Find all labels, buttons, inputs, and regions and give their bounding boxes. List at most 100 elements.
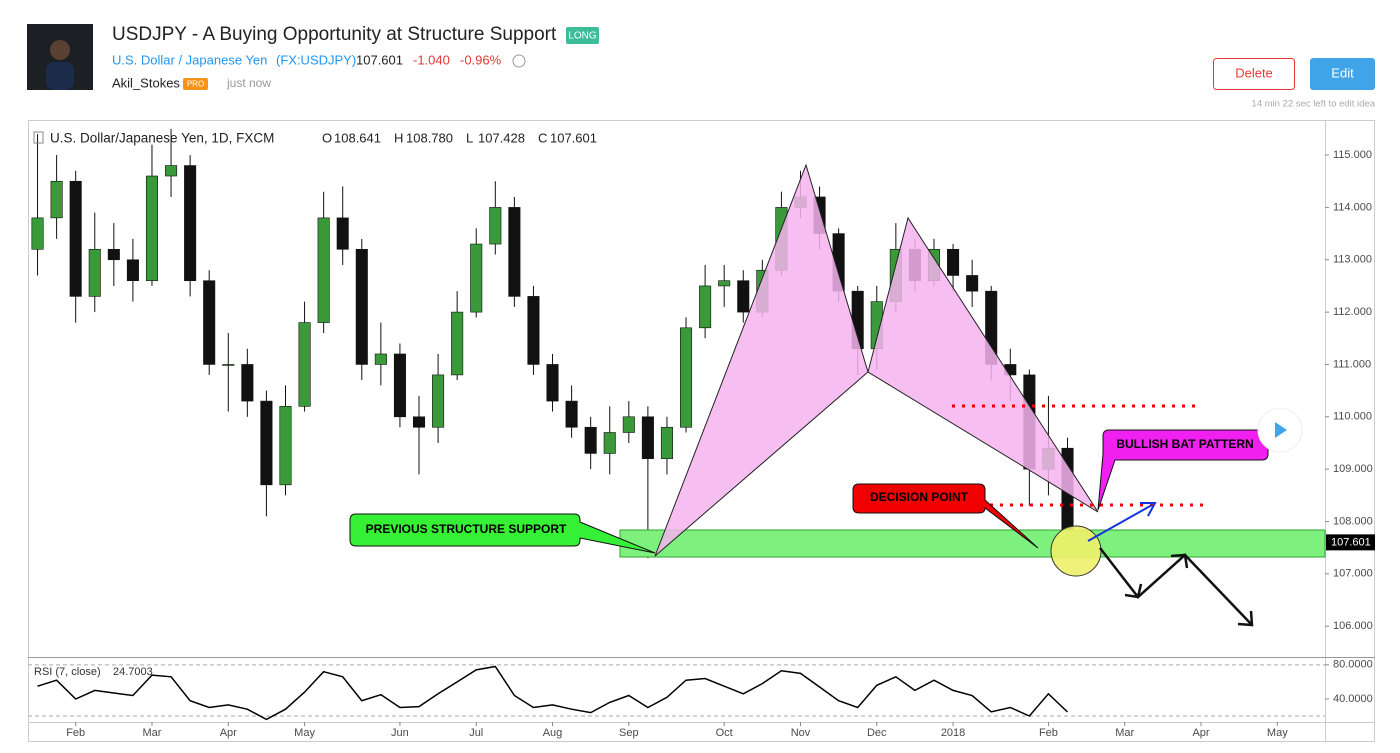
legend-toggle[interactable] (33, 131, 44, 144)
x-tick-label: May (294, 727, 315, 739)
y-tick-label: 113.000 (1333, 254, 1372, 266)
candle-body (145, 175, 159, 281)
ohlc-value: 107.601 (550, 130, 597, 145)
candle-body (489, 207, 502, 245)
candle-body (279, 406, 292, 486)
candle-body (546, 364, 559, 402)
symbol-code[interactable]: (FX:USDJPY) (276, 52, 356, 67)
support-callout (349, 513, 656, 554)
y-tick-label: 110.000 (1333, 411, 1372, 423)
down-path (1099, 547, 1253, 626)
candle-body (298, 322, 311, 407)
support-callout-text: PREVIOUS STRUCTURE SUPPORT (366, 522, 567, 536)
candle-body (641, 416, 654, 459)
delete-button[interactable] (1213, 58, 1295, 90)
candle-body (508, 207, 521, 297)
alert-icon[interactable] (512, 54, 526, 68)
x-tick-label: Apr (220, 727, 237, 739)
header-price: 107.601 (356, 52, 403, 67)
candle-body (222, 364, 235, 366)
main-legend-title: U.S. Dollar/Japanese Yen, 1D, FXCM (50, 131, 274, 146)
x-tick-label: Sep (619, 727, 639, 739)
candle-body (737, 280, 750, 313)
x-tick-label: Nov (791, 727, 811, 739)
y-tick-label: 106.000 (1333, 620, 1373, 632)
rsi-title: RSI (7, close) (34, 666, 101, 678)
post-time: just now (226, 76, 271, 90)
candle-body (88, 248, 101, 297)
candle-body (527, 296, 540, 365)
rsi-tick-label: 40.0000 (1333, 693, 1373, 705)
delete-label[interactable]: Delete (1235, 65, 1273, 80)
candle-body (165, 165, 178, 177)
x-tick-label: 2018 (941, 727, 965, 739)
edit-note: 14 min 22 sec left to edit idea (1251, 99, 1375, 110)
x-tick-label: Mar (143, 727, 162, 739)
decision-callout (852, 483, 1039, 549)
ohlc-label: C (538, 130, 547, 145)
candle-body (451, 311, 464, 376)
candle-body (374, 353, 387, 365)
badge-bg (566, 27, 599, 44)
symbol-name[interactable]: U.S. Dollar / Japanese Yen (112, 52, 267, 67)
candle-body (470, 243, 483, 313)
candle-body (355, 248, 368, 365)
candle-body (412, 416, 426, 428)
candle-body (603, 432, 616, 454)
y-tick-label: 112.000 (1333, 306, 1372, 318)
candle-body (317, 217, 330, 323)
x-tick-label: Oct (716, 727, 733, 739)
x-tick-label: Mar (1115, 727, 1134, 739)
candle-body (50, 180, 63, 219)
candle-body (565, 400, 578, 428)
last-price-tag (1326, 534, 1375, 551)
edit-label[interactable]: Edit (1331, 65, 1354, 80)
edit-button[interactable] (1310, 58, 1375, 90)
pattern-bcd (867, 216, 1099, 513)
candle-body (184, 165, 197, 281)
ohlc-value: 108.780 (406, 130, 453, 145)
author[interactable]: Akil_Stokes (112, 75, 180, 90)
x-tick-label: Feb (1039, 727, 1058, 739)
candle-body (584, 426, 597, 454)
rsi-line (37, 665, 1069, 721)
decision-callout-text: DECISION POINT (870, 490, 969, 504)
down-path-head3 (1237, 610, 1254, 627)
candle-body (393, 353, 406, 418)
pro-badge-bg (183, 78, 208, 90)
x-tick-label: Jul (469, 727, 483, 739)
candle-body (69, 180, 82, 297)
down-path-head2 (1170, 553, 1189, 569)
pattern-callout-text: BULLISH BAT PATTERN (1116, 437, 1253, 451)
decision-circle (1050, 525, 1102, 577)
candle-body (680, 327, 693, 428)
candle-body (31, 217, 44, 250)
pattern-xab (654, 163, 869, 557)
x-tick-label: Aug (543, 727, 563, 739)
idea-title: USDJPY - A Buying Opportunity at Structu… (112, 24, 557, 45)
ohlc-legend: O 108.641 H 108.780 L 107.428 C 107.601 (322, 130, 597, 145)
candle-body (241, 364, 254, 402)
candle-body (699, 285, 712, 329)
header-change: -1.040 (413, 52, 450, 67)
x-tick-label: Dec (867, 727, 887, 739)
candle-body (947, 248, 960, 276)
rsi-tick-label: 80.0000 (1333, 659, 1373, 671)
y-tick-label: 111.000 (1333, 358, 1371, 370)
ohlc-label: H (394, 130, 403, 145)
candle-body (966, 275, 979, 292)
candle-body (203, 280, 216, 365)
candle-body (107, 248, 120, 261)
header-change-pct: -0.96% (460, 52, 502, 67)
ohlc-label: O (322, 130, 332, 145)
candle-body (126, 259, 139, 281)
y-tick-label: 109.000 (1333, 463, 1373, 475)
up-arrow-head (1140, 502, 1157, 517)
play-icon[interactable] (1275, 422, 1287, 438)
y-tick-label: 108.000 (1333, 515, 1373, 527)
y-tick-label: 114.000 (1333, 201, 1372, 213)
pro-badge: PRO (187, 80, 204, 89)
drawings: PREVIOUS STRUCTURE SUPPORT DECISION POIN… (349, 163, 1326, 627)
